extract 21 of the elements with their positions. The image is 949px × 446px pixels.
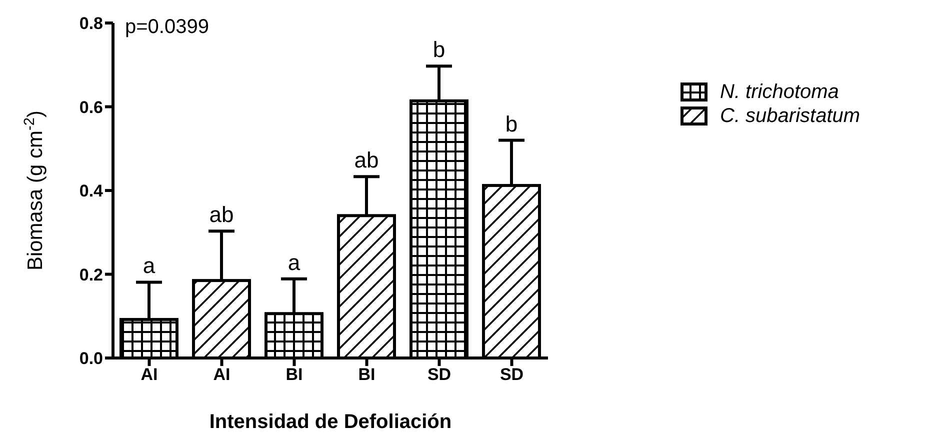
annotation: p=0.0399: [125, 16, 209, 39]
y-tick-label: 0.4: [79, 182, 104, 201]
x-tick-label: AI: [140, 365, 158, 384]
y-tick-label: 0.0: [79, 349, 103, 368]
data-label: b: [432, 37, 446, 62]
x-tick-label: SD: [427, 365, 452, 384]
text: C. subaristatum: [720, 104, 860, 128]
y-tick-label: 0.8: [79, 14, 103, 34]
data-label: b: [505, 111, 518, 136]
x-tick-label: SD: [500, 365, 524, 384]
y-tick-label: 0.2: [79, 265, 103, 284]
data-label: ab: [354, 148, 379, 173]
x-tick-label: AI: [213, 365, 230, 384]
y-tick-label: 0.6: [79, 98, 103, 117]
data-label: ab: [209, 202, 234, 228]
x-tick-label: BI: [358, 365, 376, 384]
x-tick-label: BI: [286, 365, 303, 384]
text: N. trichotoma: [720, 80, 839, 104]
x-axis-title: Intensidad de Defoliación: [209, 411, 452, 433]
data-label: a: [288, 250, 301, 275]
data-label: a: [142, 253, 156, 278]
